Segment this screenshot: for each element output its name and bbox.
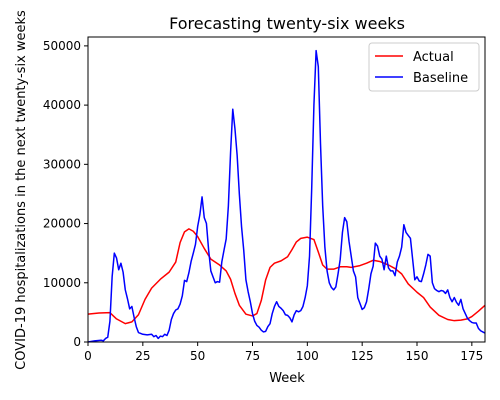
chart-title: Forecasting twenty-six weeks bbox=[169, 14, 405, 33]
x-tick-label: 175 bbox=[460, 349, 483, 363]
x-tick-label: 50 bbox=[190, 349, 205, 363]
series-line-baseline bbox=[87, 49, 486, 343]
y-tick-label: 0 bbox=[73, 335, 81, 349]
y-axis-ticks: 0 10000 20000 30000 40000 50000 bbox=[43, 39, 88, 349]
x-tick-label: 150 bbox=[406, 349, 429, 363]
y-tick-label: 50000 bbox=[43, 39, 81, 53]
y-tick-label: 40000 bbox=[43, 98, 81, 112]
y-tick-label: 30000 bbox=[43, 157, 81, 171]
y-tick-label: 10000 bbox=[43, 276, 81, 290]
x-tick-label: 100 bbox=[296, 349, 319, 363]
legend: Actual Baseline bbox=[368, 42, 480, 92]
x-axis-ticks: 0 25 50 75 100 125 150 175 bbox=[84, 342, 483, 363]
x-axis-label: Week bbox=[269, 371, 305, 386]
y-tick-label: 20000 bbox=[43, 217, 81, 231]
legend-box bbox=[368, 42, 480, 92]
x-tick-label: 0 bbox=[84, 349, 92, 363]
plot-frame bbox=[87, 36, 486, 343]
x-tick-label: 125 bbox=[351, 349, 374, 363]
legend-label-actual: Actual bbox=[413, 50, 454, 65]
legend-label-baseline: Baseline bbox=[413, 71, 468, 86]
x-tick-label: 75 bbox=[245, 349, 260, 363]
y-axis-label: COVID-19 hospitalizations in the next tw… bbox=[14, 10, 29, 370]
x-tick-label: 25 bbox=[135, 349, 150, 363]
series-layer bbox=[87, 49, 486, 343]
series-line-actual bbox=[87, 228, 486, 325]
